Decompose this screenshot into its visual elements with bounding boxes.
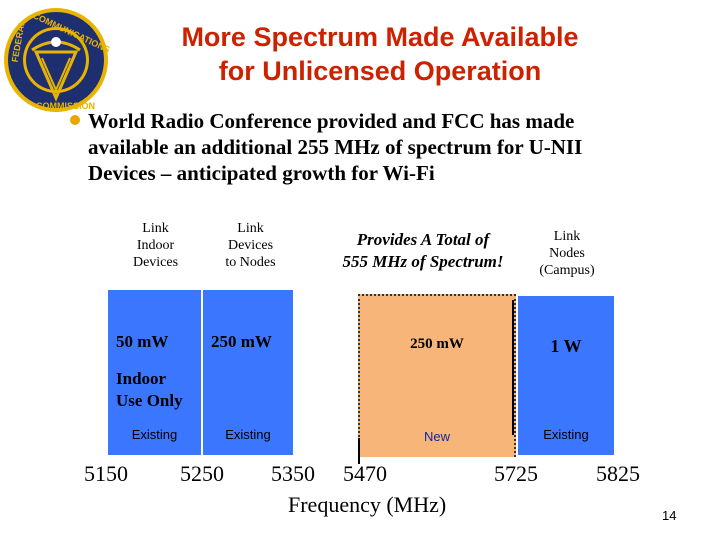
page-number: 14 [662, 508, 677, 523]
header-total-spectrum: Provides A Total of 555 MHz of Spectrum! [318, 229, 528, 273]
header-line: to Nodes [225, 255, 276, 270]
header-line: (Campus) [539, 263, 595, 278]
svg-text:COMMISSION: COMMISSION [36, 101, 95, 111]
band-note-line: Use Only [116, 391, 183, 410]
bullet-marker [70, 115, 80, 125]
header-link-devices-to-nodes: Link Devices to Nodes [203, 220, 298, 271]
boundary-line-5470 [358, 438, 360, 464]
band-status: Existing [543, 427, 589, 442]
band-status: Existing [225, 427, 271, 442]
band-5150-5250: 50 mW Indoor Use Only Existing [108, 290, 201, 455]
boundary-line-5725 [512, 300, 514, 435]
header-line: Provides A Total of [356, 230, 490, 249]
band-5725-5825: 1 W Existing [518, 296, 614, 455]
band-power-label: 50 mW [116, 332, 169, 351]
band-5470-5725: 250 mW New [358, 294, 516, 457]
header-line: Link [553, 229, 581, 244]
header-line: 555 MHz of Spectrum! [342, 252, 504, 271]
tick-label: 5350 [271, 461, 315, 486]
header-line: Link [142, 221, 169, 236]
header-link-nodes-campus: Link Nodes (Campus) [526, 228, 608, 279]
band-power-label: 1 W [550, 336, 582, 356]
band-note-line: Indoor [116, 369, 167, 388]
header-line: Nodes [549, 246, 585, 261]
tick-label: 5250 [180, 461, 224, 486]
band-status: New [423, 429, 450, 444]
tick-label: 5725 [494, 461, 538, 486]
slide-title: More Spectrum Made Available for Unlicen… [130, 20, 630, 88]
title-line-1: More Spectrum Made Available [181, 22, 579, 52]
bullet-text: World Radio Conference provided and FCC … [88, 109, 583, 185]
title-line-2: for Unlicensed Operation [218, 56, 542, 86]
band-note: Indoor Use Only [116, 368, 183, 412]
axis-label: Frequency (MHz) [288, 492, 447, 517]
header-line: Link [237, 221, 264, 236]
tick-label: 5825 [596, 461, 640, 486]
band-status: Existing [131, 427, 178, 442]
header-line: Indoor [136, 238, 175, 253]
band-5250-5350: 250 mW Existing [203, 290, 293, 455]
fcc-seal-logo: FEDERAL COMMUNICATIONS COMMISSION [4, 8, 110, 112]
tick-label: 5150 [84, 461, 128, 486]
header-line: Devices [132, 255, 179, 270]
band-power-label: 250 mW [211, 332, 272, 351]
band-power-label: 250 mW [410, 336, 464, 352]
tick-label: 5470 [343, 461, 387, 486]
header-line: Devices [227, 238, 274, 253]
header-link-indoor-devices: Link Indoor Devices [108, 220, 203, 271]
